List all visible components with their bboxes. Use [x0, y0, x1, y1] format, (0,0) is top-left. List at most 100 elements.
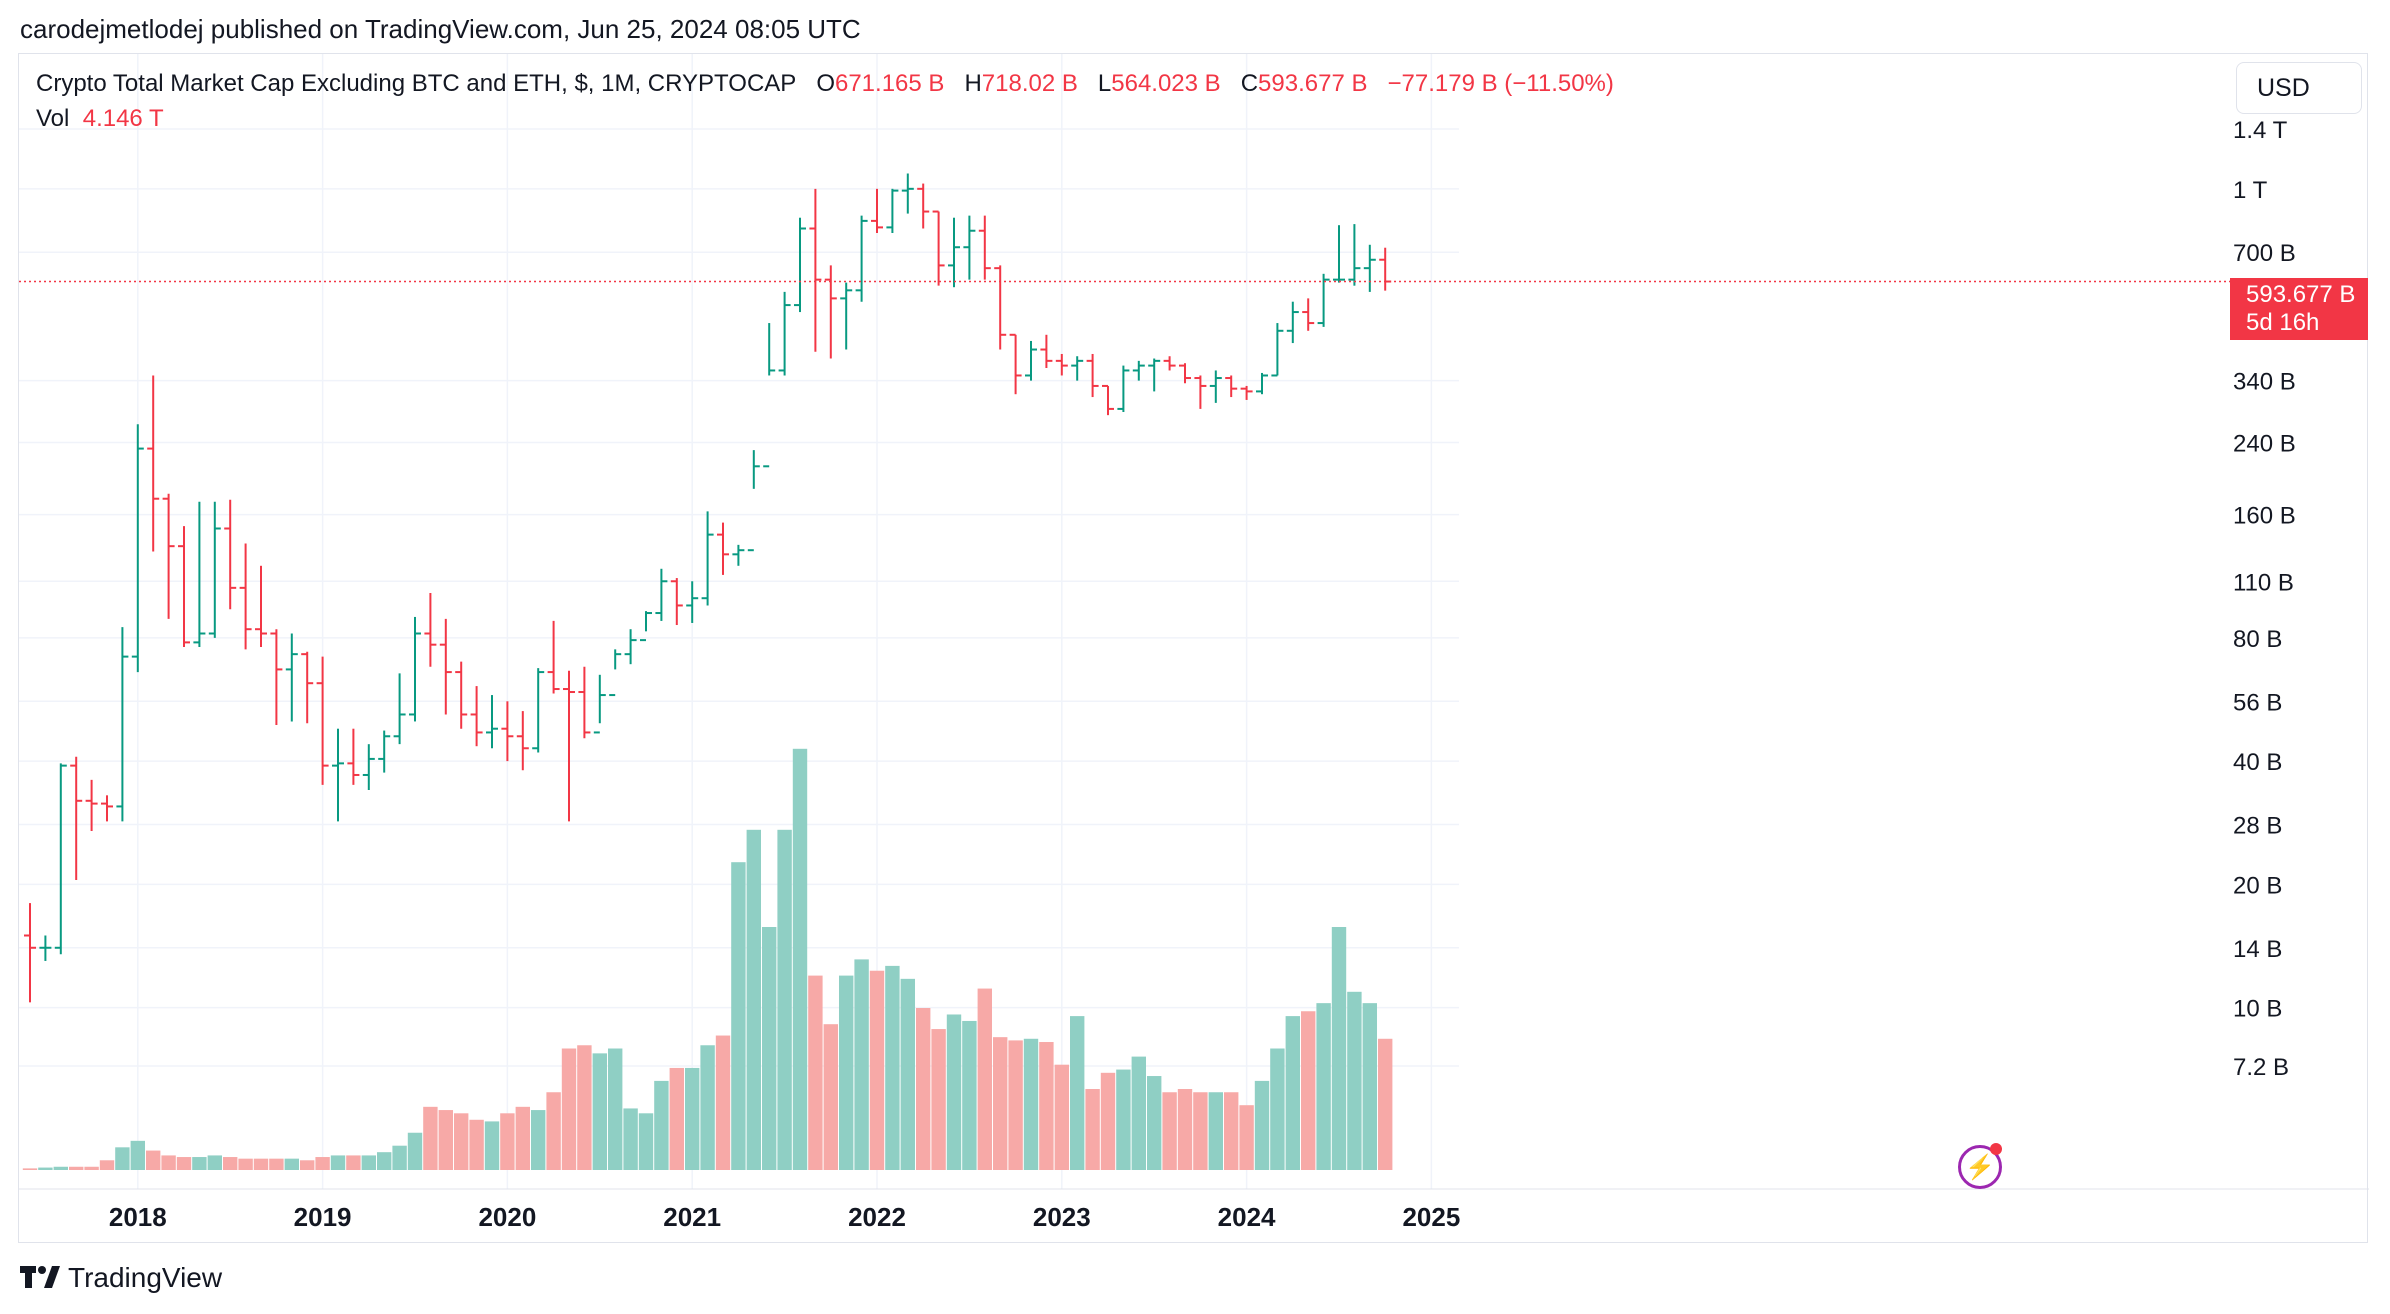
volume-bar [808, 975, 823, 1170]
volume-bar [269, 1158, 284, 1170]
volume-bar [792, 748, 808, 1170]
x-tick-label: 2020 [478, 1202, 536, 1232]
volume-bar [1224, 1092, 1239, 1170]
legend-high-label: H [964, 70, 982, 97]
volume-bar [315, 1157, 330, 1170]
volume-bar [192, 1157, 207, 1170]
volume-bar [1147, 1076, 1162, 1170]
volume-bar [869, 970, 885, 1170]
volume-bar [746, 829, 761, 1170]
volume-bar [823, 1024, 838, 1170]
volume-bar [885, 965, 900, 1170]
y-tick-label: 40 B [2233, 749, 2282, 776]
volume-bar [1023, 1038, 1039, 1170]
volume-bar [38, 1167, 53, 1170]
x-tick-label: 2023 [1033, 1202, 1091, 1232]
volume-bar [1131, 1056, 1146, 1170]
y-tick-label: 1.4 T [2233, 117, 2288, 144]
volume-bar [1378, 1038, 1393, 1170]
volume-bar [115, 1147, 130, 1170]
lightning-icon[interactable]: ⚡ [1958, 1145, 2002, 1189]
volume-bar [207, 1155, 222, 1170]
volume-bar [1331, 927, 1347, 1170]
volume-bar [361, 1155, 376, 1170]
y-tick-label: 20 B [2233, 872, 2282, 899]
legend-open-label: O [816, 70, 835, 97]
volume-bar [1285, 1016, 1300, 1170]
volume-bar [685, 1067, 700, 1170]
x-tick-label: 2021 [663, 1202, 721, 1232]
y-tick-label: 1 T [2233, 177, 2268, 204]
legend-symbol[interactable]: Crypto Total Market Cap Excluding BTC an… [36, 70, 797, 97]
brand-footer[interactable]: TradingView [20, 1262, 222, 1294]
volume-bar [423, 1106, 438, 1170]
legend-close-label: C [1240, 70, 1259, 97]
volume-bar [176, 1157, 192, 1170]
x-tick-label: 2022 [848, 1202, 906, 1232]
volume-bar [238, 1158, 253, 1170]
last-price-tag: 593.677 B 5d 16h [2230, 278, 2368, 340]
x-tick-label: 2018 [109, 1202, 167, 1232]
y-tick-label: 340 B [2233, 369, 2296, 396]
volume-bar [407, 1132, 423, 1170]
volume-bar [146, 1150, 161, 1170]
volume-bar [1116, 1069, 1131, 1170]
x-tick-label: 2025 [1402, 1202, 1460, 1232]
chart-frame[interactable]: 1.4 T 1 T 700 B 340 B 240 B 160 B 110 B 80 B 56 … [18, 53, 2369, 1244]
volume-bar [1193, 1092, 1208, 1170]
y-tick-label: 14 B [2233, 936, 2282, 963]
x-tick-label: 2024 [1218, 1202, 1276, 1232]
volume-bar [592, 1053, 607, 1170]
volume-bar [1301, 1011, 1316, 1170]
volume-bar [284, 1158, 299, 1170]
volume-bar [1070, 1016, 1085, 1170]
volume-bar [469, 1119, 484, 1170]
volume-bar [69, 1166, 84, 1170]
y-tick-label: 160 B [2233, 503, 2296, 530]
volume-bar [1254, 1080, 1270, 1170]
legend-low-label: L [1097, 70, 1112, 97]
volume-bar [638, 1113, 654, 1170]
volume-bar [561, 1048, 577, 1170]
volume-bar [300, 1160, 315, 1170]
y-tick-label: 700 B [2233, 240, 2296, 267]
volume-bar [977, 988, 992, 1170]
volume-bar [654, 1080, 669, 1170]
volume-bar [500, 1113, 515, 1170]
legend-ohlc: Crypto Total Market Cap Excluding BTC an… [36, 70, 1614, 98]
publisher-line: carodejmetlodej published on TradingView… [20, 14, 861, 44]
volume-bar [669, 1067, 684, 1170]
volume-bar [946, 1014, 962, 1170]
volume-bar [839, 975, 854, 1170]
volume-bar [608, 1048, 623, 1170]
volume-bar [731, 862, 746, 1170]
y-tick-label: 28 B [2233, 813, 2282, 840]
y-tick-label: 110 B [2233, 569, 2294, 596]
volume-bar [777, 829, 792, 1170]
y-tick-label: 10 B [2233, 996, 2282, 1023]
last-price-value: 593.677 B [2246, 281, 2356, 308]
volume-bar [346, 1155, 361, 1170]
currency-button[interactable]: USD [2236, 62, 2362, 114]
legend-open-value: 671.165 B [834, 70, 945, 97]
y-tick-label: 240 B [2233, 431, 2296, 458]
volume-bar [438, 1110, 453, 1170]
volume-bar [253, 1158, 269, 1170]
y-tick-label: 80 B [2233, 626, 2282, 653]
volume-bar [99, 1160, 115, 1170]
volume-bar [130, 1140, 145, 1170]
volume-bar [1054, 1064, 1069, 1170]
legend-close-value: 593.677 B [1258, 70, 1368, 97]
volume-bar [1039, 1042, 1054, 1170]
legend-vol-label[interactable]: Vol [36, 105, 70, 132]
volume-bar [623, 1108, 638, 1170]
chart-plot[interactable]: 1.4 T 1 T 700 B 340 B 240 B 160 B 110 B 80 B 56 … [19, 54, 2369, 1244]
volume-bar [392, 1145, 407, 1170]
volume-bar [854, 959, 869, 1170]
volume-bar [1162, 1092, 1177, 1170]
legend-high-value: 718.02 B [981, 70, 1078, 97]
notification-dot [1990, 1143, 2002, 1155]
volume-bar [1085, 1089, 1100, 1170]
legend-change: −77.179 B (−11.50%) [1387, 70, 1614, 97]
volume-bar [84, 1166, 99, 1170]
